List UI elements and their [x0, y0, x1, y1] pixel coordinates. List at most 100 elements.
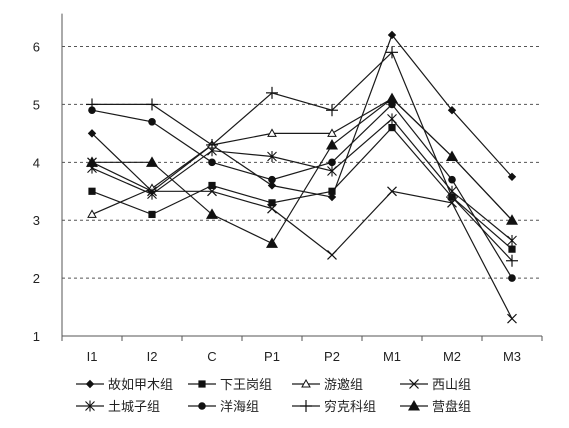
- series-6-point-I2: [148, 118, 156, 126]
- legend-marker-8: [408, 400, 420, 411]
- series-5-point-P1: [267, 151, 277, 163]
- series-6-point-P1: [268, 175, 276, 184]
- legend-item-5: 土城子组: [76, 400, 160, 415]
- series-line-5: [91, 118, 513, 241]
- legend-item-6: 洋海组: [188, 400, 259, 415]
- series-2-point-M1: [388, 123, 396, 132]
- series-5-point-M3: [507, 234, 517, 246]
- series-3-point-P1: [267, 128, 277, 137]
- x-tick-labels: I1 I2 C P1 P2 M1 M2 M3: [87, 349, 521, 364]
- x-tick-label-M2: M2: [443, 349, 461, 364]
- series-1-point-P1: [267, 181, 277, 190]
- y-tick-label-6: 6: [33, 40, 40, 55]
- series-2: [88, 123, 516, 253]
- legend-label-3: 游邀组: [324, 378, 363, 393]
- legend-marker-1: [85, 379, 95, 389]
- series-8-point-I1: [86, 156, 98, 167]
- y-tick-label-5: 5: [33, 97, 40, 112]
- series-4: [87, 157, 517, 324]
- series-2-point-M3: [508, 245, 516, 253]
- x-tick-label-M1: M1: [383, 349, 401, 364]
- series-4-point-M1: [387, 186, 397, 197]
- y-tick-labels: 1 2 3 4 5 6: [33, 40, 40, 344]
- legend-label-2: 下王岗组: [220, 378, 272, 393]
- legend-item-3: 游邀组: [292, 378, 363, 393]
- series-7-point-P1: [266, 86, 278, 99]
- series-1-point-P2: [327, 192, 337, 202]
- series-line-1: [91, 33, 513, 198]
- series-6-point-C: [208, 158, 216, 167]
- y-tick-label-4: 4: [33, 155, 40, 170]
- series-2-point-I1: [88, 187, 96, 195]
- series-7-point-I2: [146, 98, 158, 111]
- series-8-point-P1: [266, 237, 278, 248]
- y-tick-label-2: 2: [33, 271, 40, 286]
- series-6-point-M2: [448, 175, 456, 184]
- legend-item-8: 营盘组: [400, 399, 471, 415]
- series-line-7: [92, 51, 513, 262]
- x-tick-label-M3: M3: [503, 349, 521, 364]
- series-line-8: [92, 97, 513, 245]
- x-tick-label-P2: P2: [324, 349, 340, 364]
- legend-marker-6: [198, 402, 206, 410]
- legend-item-2: 下王岗组: [188, 378, 272, 393]
- series-2-point-P2: [328, 187, 336, 195]
- legend-marker-2: [198, 380, 206, 388]
- legend-item-7: 穷克科组: [292, 399, 376, 415]
- series-1-point-M1: [387, 30, 397, 40]
- series-4-point-M3: [507, 313, 517, 324]
- series-3-point-I1: [87, 209, 97, 218]
- x-tick-label-I2: I2: [147, 349, 158, 364]
- series-8-point-M3: [506, 214, 518, 225]
- legend-label-5: 土城子组: [108, 400, 160, 415]
- series-4-point-C: [207, 186, 217, 197]
- legend-label-4: 西山组: [432, 378, 471, 393]
- series-line-2: [91, 126, 513, 250]
- legend-label-6: 洋海组: [220, 400, 259, 415]
- series-1-point-M3: [507, 172, 517, 181]
- legend-marker-3: [301, 378, 311, 388]
- x-tick-label-I1: I1: [87, 349, 98, 364]
- legend-label-8: 营盘组: [432, 399, 471, 415]
- series-5-point-I2: [147, 188, 157, 200]
- series-7-point-M3: [506, 254, 518, 267]
- series-7-point-P2: [326, 104, 338, 117]
- legend-item-4: 西山组: [400, 378, 471, 393]
- series-5-point-P2: [327, 165, 337, 177]
- series-6-point-P2: [328, 158, 336, 167]
- legend-label-1: 故如甲木组: [108, 377, 173, 393]
- series-lines: [86, 30, 518, 324]
- legend-marker-4: [409, 379, 419, 389]
- series-1-point-I1: [87, 129, 97, 138]
- series-8-point-M1: [386, 92, 398, 104]
- series-2-point-P1: [268, 199, 276, 207]
- y-tick-label-3: 3: [33, 213, 40, 228]
- series-7: [86, 46, 518, 267]
- legend-label-7: 穷克科组: [324, 399, 376, 415]
- series-8-point-C: [206, 208, 218, 219]
- x-tick-label-P1: P1: [264, 349, 280, 364]
- series-7-point-C: [206, 138, 218, 151]
- axes: [61, 13, 543, 341]
- series-6-point-M3: [508, 274, 516, 282]
- legend-item-1: 故如甲木组: [76, 377, 173, 393]
- series-4-point-P1: [267, 203, 277, 214]
- series-line-4: [91, 161, 513, 319]
- series-4-point-P2: [327, 250, 337, 260]
- legend-marker-7: [300, 400, 312, 412]
- series-1-point-M2: [447, 106, 457, 115]
- legend-marker-5: [85, 400, 95, 412]
- series-8-point-P2: [326, 138, 338, 150]
- series-5-point-M1: [387, 113, 397, 125]
- series-2-point-C: [208, 181, 216, 190]
- x-tick-label-C: C: [207, 349, 216, 364]
- series-line-6: [91, 103, 513, 279]
- series-8-point-M2: [446, 150, 458, 162]
- series-8-point-I2: [146, 156, 158, 167]
- series-7-point-M1: [386, 46, 398, 59]
- series-7-point-I1: [86, 98, 98, 111]
- series-2-point-I2: [148, 210, 156, 219]
